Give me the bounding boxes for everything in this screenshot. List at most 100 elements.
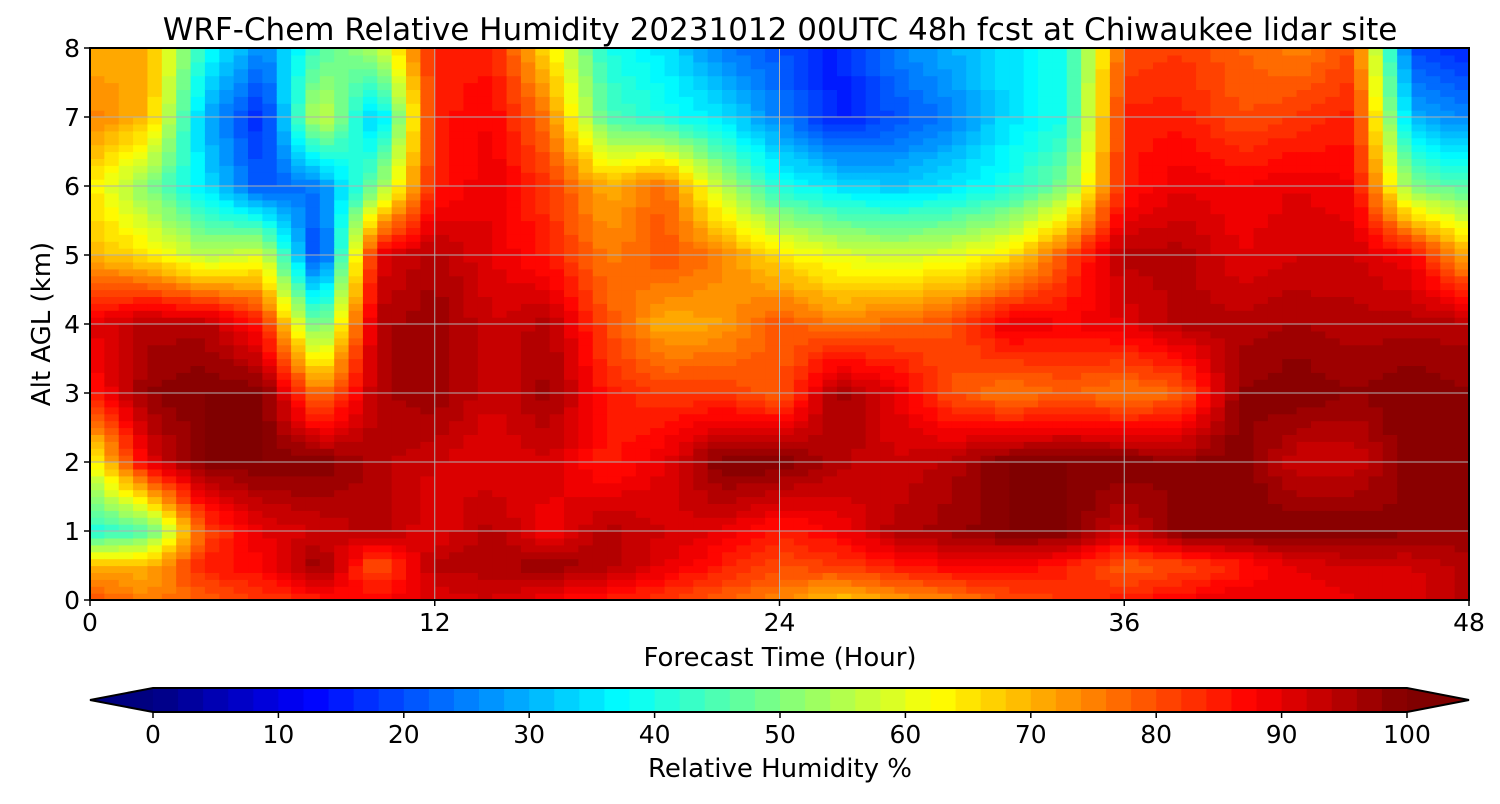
heatmap-cell [248,517,263,525]
heatmap-cell [678,365,694,373]
heatmap-cell [923,503,939,511]
heatmap-cell [880,68,896,77]
heatmap-cell [104,475,120,484]
heatmap-cell [836,117,852,125]
heatmap-cell [951,130,967,139]
heatmap-cell [722,158,738,166]
heatmap-cell [678,468,694,477]
heatmap-cell [291,130,307,139]
heatmap-cell [966,558,982,567]
heatmap-cell [822,54,838,63]
heatmap-cell [362,386,378,394]
heatmap-cell [607,593,623,601]
heatmap-cell [923,399,939,408]
heatmap-cell [564,117,579,125]
heatmap-cell [937,427,953,435]
heatmap-cell [908,358,924,366]
heatmap-cell [707,234,723,242]
heatmap-cell [291,551,307,560]
heatmap-cell [506,565,522,573]
heatmap-cell [750,489,766,498]
heatmap-cell [190,482,206,491]
heatmap-cell [793,261,809,270]
heatmap-cell [406,82,421,90]
heatmap-cell [779,48,795,56]
heatmap-cell [549,524,565,532]
heatmap-cell [391,351,407,360]
heatmap-cell [463,275,479,284]
heatmap-cell [793,441,809,449]
heatmap-cell [90,386,105,394]
heatmap-cell [779,531,795,539]
heatmap-cell [520,372,536,380]
heatmap-cell [291,531,307,539]
heatmap-cell [291,103,307,111]
heatmap-cell [477,227,493,235]
heatmap-cell [248,399,263,408]
heatmap-cell [362,82,378,90]
heatmap-cell [176,268,192,277]
heatmap-cell [391,186,407,194]
heatmap-cell [190,475,206,484]
heatmap-cell [219,593,235,601]
heatmap-cell [894,593,910,601]
heatmap-cell [291,213,307,222]
heatmap-cell [851,393,867,401]
heatmap-cell [923,537,939,546]
heatmap-cell [233,54,249,63]
heatmap-cell [434,268,450,277]
heatmap-cell [334,551,350,560]
heatmap-cell [549,503,565,511]
heatmap-cell [391,310,407,318]
heatmap-cell [664,358,680,366]
heatmap-cell [276,213,292,222]
heatmap-cell [161,337,177,346]
heatmap-cell [549,572,565,580]
heatmap-cell [449,255,465,263]
heatmap-cell [291,517,307,525]
heatmap-cell [635,310,651,318]
heatmap-cell [118,172,134,180]
heatmap-cell [908,544,924,553]
heatmap-cell [808,475,824,484]
heatmap-cell [664,96,680,104]
heatmap-cell [434,579,450,587]
heatmap-cell [650,186,666,194]
heatmap-cell [391,103,407,111]
heatmap-cell [391,165,407,173]
heatmap-cell [564,420,579,429]
heatmap-cell [923,172,939,180]
heatmap-cell [176,565,192,573]
heatmap-cell [836,82,852,90]
heatmap-cell [836,296,852,304]
heatmap-cell [492,317,508,325]
heatmap-cell [204,179,220,187]
heatmap-cell [865,130,881,139]
heatmap-cell [391,434,407,442]
heatmap-cell [204,399,220,408]
heatmap-cell [564,172,579,180]
heatmap-cell [923,137,939,146]
heatmap-cell [664,420,680,429]
heatmap-cell [635,420,651,429]
heatmap-cell [204,503,220,511]
heatmap-cell [621,303,637,311]
heatmap-cell [937,379,953,387]
heatmap-cell [161,82,177,90]
heatmap-cell [923,344,939,353]
heatmap-cell [204,551,220,560]
heatmap-cell [592,303,608,311]
heatmap-cell [693,192,709,201]
heatmap-cell [319,75,335,84]
heatmap-cell [190,110,206,118]
heatmap-cell [520,572,536,580]
heatmap-cell [693,455,709,463]
heatmap-cell [161,393,177,401]
heatmap-cell [463,551,479,560]
heatmap-cell [793,282,809,291]
heatmap-cell [750,399,766,408]
heatmap-cell [908,275,924,284]
heatmap-cell [937,61,953,70]
heatmap-cell [937,144,953,153]
heatmap-cell [520,496,536,504]
